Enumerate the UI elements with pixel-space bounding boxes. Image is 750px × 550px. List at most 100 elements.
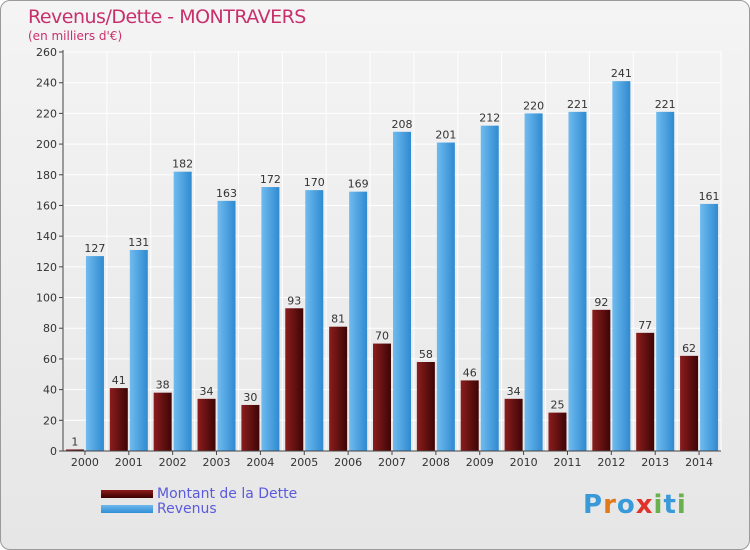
y-tick-label: 200 (36, 138, 57, 151)
bar-debt-2003 (197, 398, 216, 451)
y-tick-label: 80 (43, 322, 57, 335)
bar-debt-2014 (680, 355, 699, 451)
bar-revenue-2011 (568, 111, 587, 451)
data-label-revenue: 172 (260, 173, 281, 186)
x-tick-label: 2010 (510, 456, 538, 469)
bar-debt-2001 (109, 388, 128, 451)
data-label-revenue: 221 (567, 98, 588, 111)
x-tick-label: 2014 (685, 456, 713, 469)
bar-debt-2006 (329, 326, 348, 451)
y-tick-label: 100 (36, 292, 57, 305)
bar-revenue-2006 (349, 191, 368, 451)
x-tick-label: 2004 (246, 456, 274, 469)
data-label-debt: 34 (200, 385, 214, 398)
y-tick-label: 220 (36, 107, 57, 120)
legend-label-revenue: Revenus (157, 501, 217, 517)
data-label-debt: 25 (550, 399, 564, 412)
bar-debt-2013 (636, 332, 655, 451)
bar-debt-2009 (460, 380, 479, 451)
data-label-debt: 41 (112, 374, 126, 387)
data-label-revenue: 208 (392, 118, 413, 131)
y-tick-label: 160 (36, 199, 57, 212)
data-label-revenue: 212 (479, 112, 500, 125)
bar-revenue-2002 (173, 171, 192, 451)
x-tick-label: 2012 (597, 456, 625, 469)
chart-title: Revenus/Dette - MONTRAVERS (28, 6, 306, 28)
data-label-revenue: 241 (611, 67, 632, 80)
data-label-revenue: 169 (348, 178, 369, 191)
x-tick-label: 2005 (290, 456, 318, 469)
data-label-revenue: 127 (84, 242, 105, 255)
data-label-debt: 58 (419, 348, 433, 361)
x-tick-label: 2009 (466, 456, 494, 469)
bar-revenue-2000 (85, 256, 104, 451)
legend-swatch-revenue (101, 505, 153, 513)
y-axis: 0 20 40 60 80 100 120 140 160 180 200 220 240 260 (36, 46, 64, 458)
data-label-debt: 38 (156, 379, 170, 392)
data-label-debt: 70 (375, 330, 389, 343)
y-tick-label: 180 (36, 169, 57, 182)
data-label-revenue: 170 (304, 176, 325, 189)
bar-debt-2011 (548, 412, 567, 451)
data-label-revenue: 163 (216, 187, 237, 200)
data-label-revenue: 182 (172, 158, 193, 171)
data-label-debt: 62 (682, 342, 696, 355)
data-label-debt: 1 (71, 435, 78, 448)
bar-revenue-2005 (305, 190, 324, 451)
x-tick-label: 2011 (553, 456, 581, 469)
data-label-revenue: 131 (128, 236, 149, 249)
data-label-debt: 77 (638, 319, 652, 332)
x-tick-label: 2008 (422, 456, 450, 469)
y-tick-label: 240 (36, 77, 57, 90)
bar-revenue-2008 (436, 142, 455, 452)
data-label-debt: 92 (594, 296, 608, 309)
bar-debt-2010 (504, 398, 523, 451)
y-tick-label: 40 (43, 384, 57, 397)
x-tick-label: 2013 (641, 456, 669, 469)
bar-debt-2004 (241, 404, 260, 451)
legend-swatch-debt (101, 490, 153, 498)
chart-subtitle: (en milliers d'€) (28, 29, 123, 43)
data-label-debt: 34 (507, 385, 521, 398)
bar-debt-2000 (65, 449, 84, 451)
data-label-revenue: 161 (699, 190, 720, 203)
data-label-revenue: 221 (655, 98, 676, 111)
proxiti-logo: Proxiti (583, 490, 687, 520)
bar-revenue-2001 (129, 249, 148, 451)
x-tick-label: 2006 (334, 456, 362, 469)
data-label-debt: 30 (243, 391, 257, 404)
bar-revenue-2009 (480, 125, 499, 452)
y-tick-label: 120 (36, 261, 57, 274)
x-axis: 2000 2001 2002 2003 2004 2005 2006 2007 2008 2009… (59, 450, 721, 469)
x-tick-label: 2003 (203, 456, 231, 469)
bar-revenue-2004 (261, 187, 280, 452)
y-tick-label: 260 (36, 46, 57, 59)
bar-debt-2002 (153, 392, 172, 451)
legend-label-debt: Montant de la Dette (157, 486, 298, 502)
bar-revenue-2014 (700, 203, 719, 451)
bars (65, 81, 719, 452)
y-tick-label: 60 (43, 353, 57, 366)
y-tick-label: 0 (50, 445, 57, 458)
bar-revenue-2003 (217, 200, 236, 451)
x-tick-label: 2001 (115, 456, 143, 469)
data-label-debt: 81 (331, 313, 345, 326)
bar-debt-2012 (592, 309, 611, 451)
y-tick-label: 140 (36, 230, 57, 243)
x-tick-label: 2002 (159, 456, 187, 469)
data-label-revenue: 201 (435, 129, 456, 142)
y-tick-label: 20 (43, 414, 57, 427)
data-label-debt: 46 (463, 366, 477, 379)
data-label-debt: 93 (287, 294, 301, 307)
data-label-revenue: 220 (523, 99, 544, 112)
bar-debt-2005 (285, 308, 304, 451)
x-tick-label: 2000 (71, 456, 99, 469)
bar-revenue-2007 (393, 131, 411, 452)
bar-debt-2008 (416, 361, 435, 451)
data-labels: 1 127 41 131 38 182 34 163 30 172 93 170 81 169 70 208 5… (71, 67, 719, 448)
bar-revenue-2012 (612, 81, 631, 452)
bar-debt-2007 (373, 343, 391, 451)
x-tick-label: 2007 (378, 456, 406, 469)
